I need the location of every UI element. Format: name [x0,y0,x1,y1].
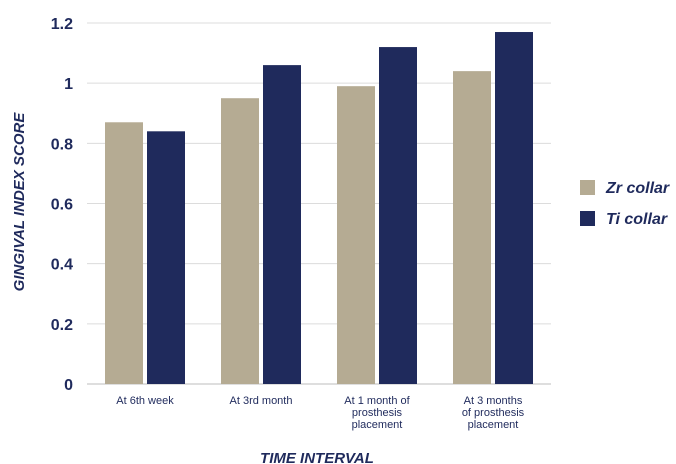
legend-swatch [580,211,595,226]
bar-ti-collar [495,32,533,385]
bars [105,32,533,385]
bar-zr-collar [221,98,259,384]
y-tick-label: 1 [64,76,73,93]
y-tick-label: 0.4 [51,257,73,274]
legend-swatch [580,180,595,195]
y-tick-label: 1.2 [51,16,73,33]
y-tick-label: 0 [64,377,73,394]
bar-zr-collar [105,122,143,385]
bar-zr-collar [453,71,491,384]
bar-zr-collar [337,86,375,385]
legend-label: Ti collar [606,211,668,228]
y-tick-label: 0.2 [51,317,73,334]
x-category-label: At 1 month of prosthesis placement [344,395,410,431]
y-tick-labels: 0 0.2 0.4 0.6 0.8 1 1.2 [51,16,73,394]
x-category-label: At 6th week [116,395,174,407]
legend-label: Zr collar [605,180,670,197]
legend: Zr collar Ti collar [580,180,670,228]
x-category-labels: At 6th week At 3rd month At 1 month of pros… [116,395,524,431]
x-category-label: At 3 months of prosthesis placement [462,395,525,431]
bar-ti-collar [147,131,185,384]
y-tick-label: 0.6 [51,197,73,214]
y-axis-title: GINGIVAL INDEX SCORE [11,112,28,292]
bar-ti-collar [263,65,301,384]
y-tick-label: 0.8 [51,136,73,153]
x-axis-title: TIME INTERVAL [260,450,374,464]
x-category-label: At 3rd month [230,395,293,407]
bar-ti-collar [379,47,417,385]
